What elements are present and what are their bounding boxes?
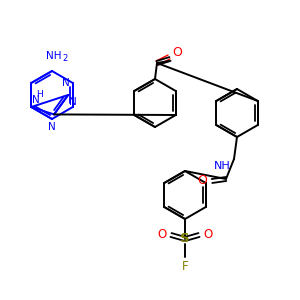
- Text: N: N: [32, 95, 40, 105]
- Text: N: N: [62, 78, 70, 88]
- Text: O: O: [158, 229, 167, 242]
- Text: N: N: [48, 122, 56, 132]
- Text: O: O: [172, 46, 182, 59]
- Text: F: F: [182, 260, 188, 273]
- Text: 2: 2: [62, 54, 67, 63]
- Text: O: O: [203, 229, 212, 242]
- Text: NH: NH: [214, 161, 231, 171]
- Text: H: H: [36, 90, 43, 99]
- Text: NH: NH: [46, 51, 62, 61]
- Text: O: O: [197, 175, 207, 188]
- Text: S: S: [180, 232, 190, 245]
- Text: N: N: [69, 97, 77, 107]
